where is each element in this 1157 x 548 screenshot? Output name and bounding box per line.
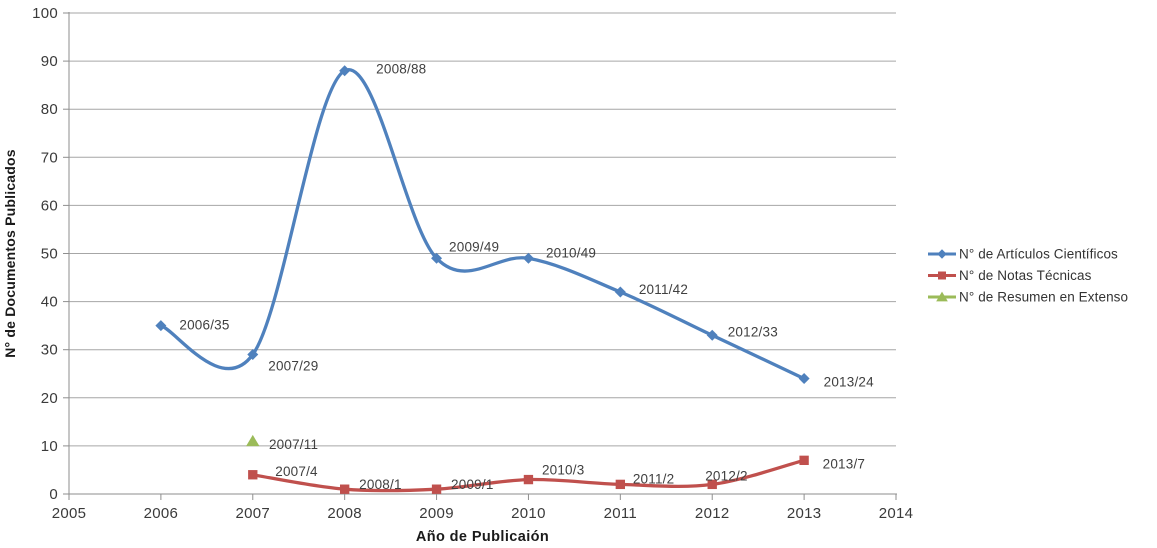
data-point-marker-articulos-cientificos [247,349,259,361]
data-point-marker-articulos-cientificos [155,320,167,332]
data-point-label: 2007/29 [268,359,318,374]
y-tick-label: 10 [41,438,58,455]
legend-triangle-icon [936,291,948,302]
x-tick-labels-group: 2005 2006 2007 2008 2009 2010 2011 2012 2013 2014 [52,505,914,522]
series-line-articulos-cientificos [159,68,806,381]
data-point-label: 2009/1 [451,477,494,492]
data-point-label: 2008/88 [376,62,426,77]
x-tick-label: 2006 [144,505,179,522]
axes-group [68,12,897,500]
legend: N° de Artículos Científicos N° de Notas T… [928,247,1128,305]
x-tick-label: 2013 [787,505,822,522]
data-point-marker-articulos-cientificos [614,286,626,298]
data-point-marker-articulos-cientificos [431,252,443,264]
legend-item-notas-tecnicas: N° de Notas Técnicas [928,268,1092,283]
y-tick-label: 60 [41,197,58,214]
y-tick-label: 0 [49,486,58,503]
data-point-marker-notas-tecnicas [431,484,442,494]
data-point-marker-notas-tecnicas [707,479,717,490]
y-tick-labels-group: 0 10 20 30 40 50 60 70 80 90 100 [32,5,58,503]
x-tick-label: 2009 [419,505,454,522]
data-point-marker-notas-tecnicas [248,470,258,480]
x-axis-title: Año de Publicaión [416,529,549,545]
data-point-marker-notas-tecnicas [615,479,626,490]
x-tick-label: 2007 [235,505,270,522]
legend-label: N° de Notas Técnicas [959,268,1092,283]
y-tick-label: 30 [41,342,58,359]
data-point-label: 2007/4 [275,464,318,479]
data-point-marker-articulos-cientificos [339,65,351,77]
data-point-marker-articulos-cientificos [798,373,810,385]
data-point-label: 2013/24 [824,375,874,390]
legend-item-resumen-en-extenso: N° de Resumen en Extenso [928,290,1128,305]
legend-label: N° de Resumen en Extenso [959,290,1128,305]
y-tick-label: 90 [41,53,58,70]
data-point-label: 2011/2 [633,471,675,486]
data-point-marker-articulos-cientificos [706,329,718,341]
data-point-label: 2012/33 [728,324,778,339]
legend-diamond-icon [937,249,947,259]
x-tick-label: 2011 [604,505,637,522]
data-point-marker-notas-tecnicas [799,455,809,466]
data-point-label: 2011/42 [639,282,688,297]
series-notas-tecnicas: 2007/4 2008/1 2009/1 2010/3 2011/2 2012/2 2013… [248,455,866,494]
data-point-label: 2007/11 [269,437,318,452]
y-tick-label: 100 [32,5,58,22]
x-tick-label: 2014 [879,505,914,522]
data-point-label: 2013/7 [823,456,866,471]
x-tick-label: 2012 [695,505,730,522]
x-tick-label: 2005 [52,505,87,522]
y-tick-label: 80 [41,101,58,118]
series-resumen-en-extenso: 2007/11 [246,434,318,452]
y-tick-label: 40 [41,294,58,311]
data-point-label: 2010/3 [542,463,585,478]
data-point-label: 2008/1 [359,477,402,492]
data-point-marker-resumen-en-extenso [246,434,260,447]
data-point-marker-notas-tecnicas [523,474,534,485]
x-tick-label: 2010 [511,505,546,522]
y-tick-label: 50 [41,246,58,263]
data-point-label: 2012/2 [705,468,748,483]
data-point-label: 2009/49 [449,239,499,254]
series-articulos-cientificos: 2006/35 2007/29 2008/88 2009/49 2010/49 2011/… [155,62,874,390]
data-point-marker-articulos-cientificos [522,252,534,264]
data-point-label: 2006/35 [179,318,229,333]
axis-ticks-group [63,12,897,500]
y-tick-label: 20 [41,390,58,407]
x-tick-label: 2008 [327,505,362,522]
gridlines-group [69,12,896,447]
y-tick-label: 70 [41,149,58,166]
y-axis-title: N° de Documentos Publicados [2,149,18,358]
legend-label: N° de Artículos Científicos [959,247,1118,262]
data-point-marker-notas-tecnicas [339,484,350,494]
legend-item-articulos-cientificos: N° de Artículos Científicos [928,247,1118,262]
legend-square-icon [938,271,946,280]
data-point-label: 2010/49 [546,245,596,260]
